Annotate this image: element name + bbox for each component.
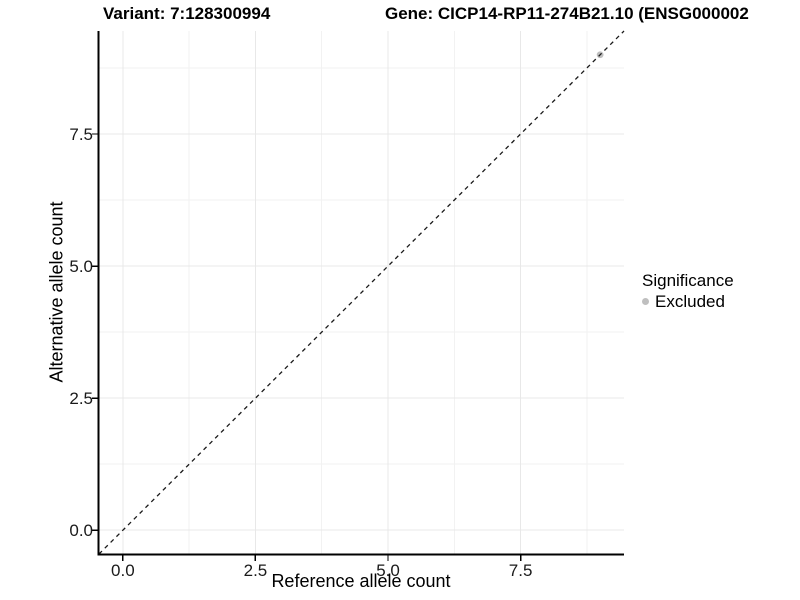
y-tick-label: 2.5 <box>69 389 93 408</box>
legend-item-excluded: Excluded <box>642 292 734 311</box>
y-tick-label: 0.0 <box>69 521 93 540</box>
y-tick-label: 7.5 <box>69 125 93 144</box>
x-tick-label: 5.0 <box>376 561 400 580</box>
x-tick-label: 2.5 <box>244 561 268 580</box>
x-axis-title: Reference allele count <box>271 571 451 591</box>
gene-title: Gene: CICP14-RP11-274B21.10 (ENSG000002 <box>385 4 749 23</box>
legend-point-icon <box>642 298 649 305</box>
legend-title: Significance <box>642 271 734 290</box>
variant-title: Variant: 7:128300994 <box>103 4 271 23</box>
x-tick-label: 7.5 <box>509 561 533 580</box>
legend-item-label: Excluded <box>655 292 725 311</box>
legend: Significance Excluded <box>642 271 734 311</box>
y-tick-label: 5.0 <box>69 257 93 276</box>
y-axis-title: Alternative allele count <box>46 201 67 383</box>
identity-reference-line <box>98 30 625 555</box>
x-tick-label: 0.0 <box>111 561 135 580</box>
